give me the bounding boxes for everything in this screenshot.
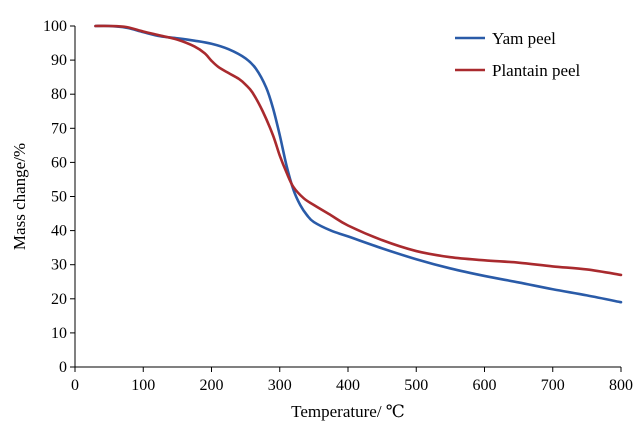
x-tick-label: 0 xyxy=(71,377,79,394)
y-tick-label: 90 xyxy=(51,52,67,69)
y-tick-label: 80 xyxy=(51,86,67,103)
y-tick-label: 50 xyxy=(51,189,67,206)
x-tick-label: 500 xyxy=(404,377,428,394)
y-tick-label: 20 xyxy=(51,291,67,308)
x-tick-label: 300 xyxy=(268,377,292,394)
y-tick-label: 30 xyxy=(51,257,67,274)
x-axis-label: Temperature/ ℃ xyxy=(291,402,405,421)
x-tick-label: 400 xyxy=(336,377,360,394)
y-tick-label: 0 xyxy=(59,359,67,376)
x-tick-label: 100 xyxy=(131,377,155,394)
series-line-plantain-peel xyxy=(94,24,623,277)
plot-area: 0 100 200 300 400 500 600 700 800 0 10 20 30 40 50 60 70… xyxy=(43,18,633,394)
x-tick-label: 700 xyxy=(541,377,565,394)
y-axis-label: Mass change/% xyxy=(10,143,29,250)
x-tick-label: 200 xyxy=(200,377,224,394)
y-tick-label: 60 xyxy=(51,154,67,171)
y-tick-label: 40 xyxy=(51,223,67,240)
x-tick-label: 800 xyxy=(609,377,633,394)
legend-label-yam-peel: Yam peel xyxy=(492,29,556,48)
y-tick-label: 100 xyxy=(43,18,67,35)
legend-label-plantain-peel: Plantain peel xyxy=(492,61,581,80)
y-tick-label: 70 xyxy=(51,120,67,137)
y-tick-label: 10 xyxy=(51,325,67,342)
x-tick-label: 600 xyxy=(473,377,497,394)
